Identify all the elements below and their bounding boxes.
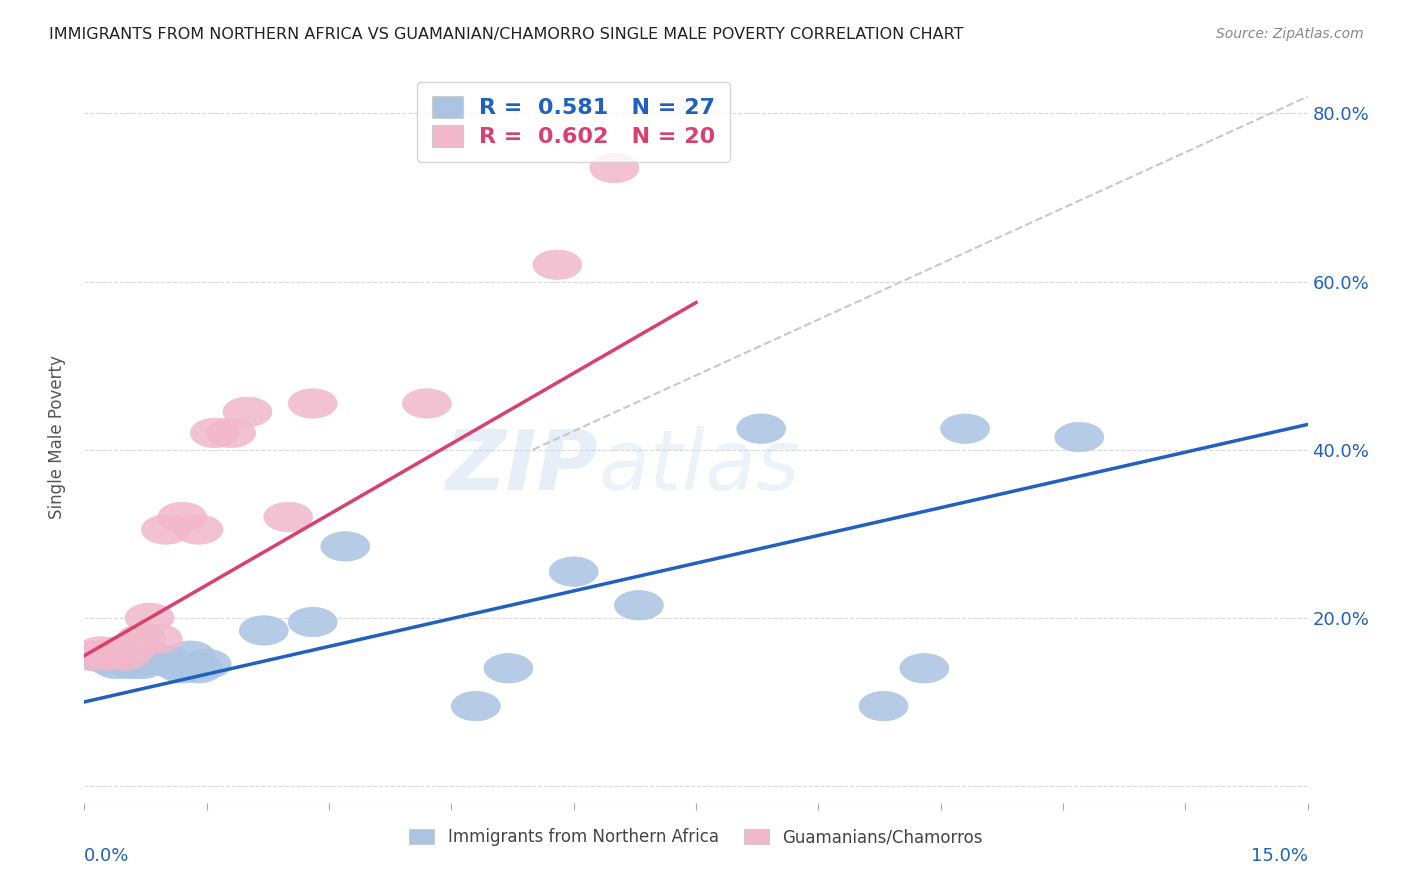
Ellipse shape	[737, 414, 786, 443]
Ellipse shape	[900, 654, 949, 683]
Ellipse shape	[84, 641, 134, 671]
Ellipse shape	[101, 645, 149, 674]
Ellipse shape	[321, 532, 370, 561]
Ellipse shape	[117, 649, 166, 679]
Ellipse shape	[134, 624, 183, 654]
Ellipse shape	[76, 641, 125, 671]
Ellipse shape	[264, 502, 312, 532]
Text: Source: ZipAtlas.com: Source: ZipAtlas.com	[1216, 27, 1364, 41]
Ellipse shape	[941, 414, 990, 443]
Y-axis label: Single Male Poverty: Single Male Poverty	[48, 355, 66, 519]
Ellipse shape	[859, 691, 908, 721]
Ellipse shape	[166, 641, 215, 671]
Ellipse shape	[108, 649, 157, 679]
Ellipse shape	[614, 591, 664, 620]
Ellipse shape	[533, 250, 582, 279]
Ellipse shape	[76, 637, 125, 666]
Ellipse shape	[149, 649, 198, 679]
Ellipse shape	[550, 557, 598, 586]
Ellipse shape	[1054, 423, 1104, 451]
Text: atlas: atlas	[598, 425, 800, 507]
Ellipse shape	[67, 641, 117, 671]
Ellipse shape	[134, 645, 183, 674]
Ellipse shape	[117, 624, 166, 654]
Ellipse shape	[591, 153, 638, 183]
Ellipse shape	[190, 418, 239, 448]
Ellipse shape	[288, 389, 337, 418]
Ellipse shape	[142, 645, 190, 674]
Ellipse shape	[142, 515, 190, 544]
Ellipse shape	[484, 654, 533, 683]
Ellipse shape	[125, 603, 174, 632]
Ellipse shape	[239, 615, 288, 645]
Ellipse shape	[93, 637, 142, 666]
Ellipse shape	[183, 649, 231, 679]
Ellipse shape	[84, 645, 134, 674]
Text: IMMIGRANTS FROM NORTHERN AFRICA VS GUAMANIAN/CHAMORRO SINGLE MALE POVERTY CORREL: IMMIGRANTS FROM NORTHERN AFRICA VS GUAMA…	[49, 27, 963, 42]
Ellipse shape	[125, 645, 174, 674]
Ellipse shape	[402, 389, 451, 418]
Ellipse shape	[451, 691, 501, 721]
Ellipse shape	[174, 654, 224, 683]
Text: 0.0%: 0.0%	[84, 847, 129, 864]
Ellipse shape	[288, 607, 337, 637]
Ellipse shape	[157, 502, 207, 532]
Ellipse shape	[207, 418, 256, 448]
Ellipse shape	[157, 654, 207, 683]
Ellipse shape	[224, 397, 271, 426]
Ellipse shape	[108, 632, 157, 662]
Text: ZIP: ZIP	[446, 425, 598, 507]
Text: 15.0%: 15.0%	[1250, 847, 1308, 864]
Ellipse shape	[101, 641, 149, 671]
Ellipse shape	[67, 641, 117, 671]
Ellipse shape	[174, 515, 224, 544]
Legend: Immigrants from Northern Africa, Guamanians/Chamorros: Immigrants from Northern Africa, Guamani…	[402, 822, 990, 853]
Ellipse shape	[93, 649, 142, 679]
